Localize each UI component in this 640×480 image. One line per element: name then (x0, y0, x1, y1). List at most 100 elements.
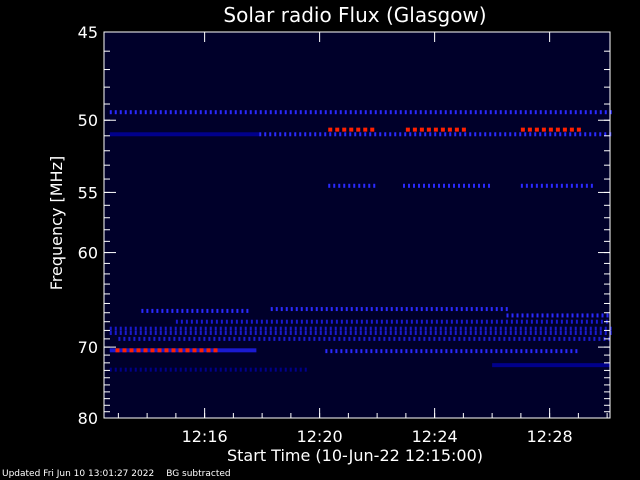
band-segment (244, 330, 247, 335)
bg-note: BG subtracted (166, 469, 231, 479)
band-segment (379, 330, 382, 335)
band-segment (414, 110, 417, 115)
band-segment (174, 367, 177, 372)
band-segment (364, 132, 367, 137)
band-segment (378, 336, 381, 341)
band-segment (562, 127, 567, 132)
band-segment (124, 326, 127, 331)
y-axis-label: Frequency [MHz] (47, 156, 66, 290)
band-segment (299, 326, 302, 331)
band-segment (249, 330, 252, 335)
band-segment (210, 319, 213, 324)
band-segment (124, 110, 127, 115)
band-segment (204, 330, 207, 335)
band-segment (168, 336, 171, 341)
band-segment (329, 110, 332, 115)
band-segment (308, 336, 311, 341)
band-segment (299, 330, 302, 335)
band-segment (484, 132, 487, 137)
band-segment (174, 330, 177, 335)
band-segment (143, 336, 146, 341)
band-segment (295, 319, 298, 324)
band-segment (484, 326, 487, 331)
band-segment (440, 349, 443, 354)
band-segment (544, 110, 547, 115)
band-segment (235, 319, 238, 324)
band-segment (560, 319, 563, 324)
band-segment (413, 336, 416, 341)
band-segment (400, 349, 403, 354)
band-segment (550, 183, 553, 188)
band-segment (568, 336, 571, 341)
band-segment (214, 330, 217, 335)
band-segment (324, 330, 327, 335)
band-segment (555, 319, 558, 324)
band-segment (530, 349, 533, 354)
band-segment (490, 349, 493, 354)
band-segment (425, 319, 428, 324)
band-segment (453, 336, 456, 341)
band-segment (499, 132, 502, 137)
band-segment (594, 330, 597, 335)
band-segment (191, 308, 194, 313)
band-segment (320, 307, 323, 312)
band-segment (414, 132, 417, 137)
band-segment (461, 127, 466, 132)
band-segment (289, 132, 292, 137)
band-segment (420, 307, 423, 312)
band-segment (555, 127, 560, 132)
band-segment (470, 349, 473, 354)
band-segment (350, 307, 353, 312)
band-segment (494, 326, 497, 331)
band-segment (475, 307, 478, 312)
band-segment (234, 367, 237, 372)
band-segment (574, 132, 577, 137)
band-segment (560, 349, 563, 354)
band-segment (345, 307, 348, 312)
band-segment (480, 319, 483, 324)
band-segment (335, 349, 338, 354)
band-segment (199, 110, 202, 115)
band-segment (150, 348, 155, 353)
band-segment (409, 132, 412, 137)
spectrogram-band (506, 313, 609, 318)
band-segment (569, 330, 572, 335)
band-segment (249, 367, 252, 372)
band-segment (529, 330, 532, 335)
band-segment (353, 183, 356, 188)
band-segment (444, 110, 447, 115)
band-segment (534, 330, 537, 335)
band-segment (269, 326, 272, 331)
band-segment (219, 367, 222, 372)
band-segment (550, 319, 553, 324)
band-segment (209, 326, 212, 331)
band-segment (325, 349, 328, 354)
band-segment (309, 330, 312, 335)
band-segment (109, 110, 112, 115)
band-segment (503, 336, 506, 341)
band-segment (430, 349, 433, 354)
band-segment (129, 367, 132, 372)
band-segment (405, 349, 408, 354)
band-segment (519, 326, 522, 331)
band-segment (333, 183, 336, 188)
band-segment (179, 110, 182, 115)
band-segment (229, 330, 232, 335)
band-segment (604, 132, 607, 137)
band-segment (345, 349, 348, 354)
plot-frame (103, 31, 611, 419)
band-segment (189, 110, 192, 115)
band-segment (489, 326, 492, 331)
band-segment (374, 132, 377, 137)
band-segment (196, 308, 199, 313)
band-segment (290, 307, 293, 312)
band-segment (460, 319, 463, 324)
band-segment (569, 110, 572, 115)
band-segment (244, 367, 247, 372)
band-segment (299, 367, 302, 372)
band-segment (355, 319, 358, 324)
band-segment (328, 183, 331, 188)
band-segment (531, 313, 534, 318)
band-segment (529, 132, 532, 137)
band-segment (586, 313, 589, 318)
